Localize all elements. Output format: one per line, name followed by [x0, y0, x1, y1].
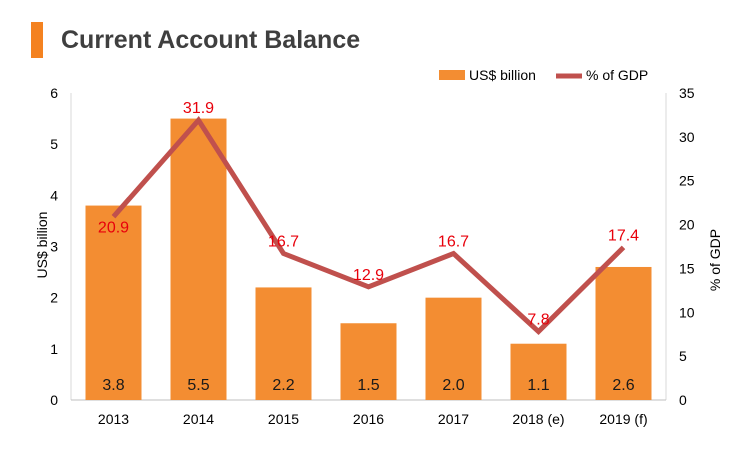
bar-value-label: 1.5 [357, 377, 379, 394]
axes: US$ billion % of GDP [34, 93, 723, 401]
title-accent-bar [31, 22, 43, 58]
bar [340, 323, 397, 400]
left-y-axis-title: US$ billion [34, 212, 50, 279]
left-y-tick-label: 0 [50, 392, 58, 408]
right-y-tick-label: 10 [679, 304, 695, 320]
x-tick-labels: 2013 2014 2015 2016 2017 2018 (e) 2019 (f) [98, 411, 648, 427]
chart-title: Current Account Balance [61, 26, 361, 54]
bar-series [85, 118, 652, 400]
bar-value-label: 2.2 [272, 377, 294, 394]
legend-bar-swatch [439, 70, 465, 80]
right-y-tick-label: 30 [679, 129, 695, 145]
bar [595, 266, 652, 400]
right-y-tick-label: 0 [679, 392, 687, 408]
bar-value-label: 3.8 [102, 377, 124, 394]
line-value-label: 17.4 [608, 227, 639, 244]
right-y-tick-label: 15 [679, 260, 695, 276]
bar [85, 205, 142, 400]
right-y-axis-title: % of GDP [707, 229, 723, 291]
bar [255, 287, 312, 400]
bar-value-label: 2.6 [612, 377, 634, 394]
bar [510, 343, 567, 400]
x-tick-label: 2013 [98, 411, 129, 427]
bar-value-label: 5.5 [187, 377, 209, 394]
bar [425, 297, 482, 400]
line-value-label: 16.7 [438, 234, 469, 251]
left-y-tick-label: 5 [50, 136, 58, 152]
x-tick-label: 2015 [268, 411, 299, 427]
legend-bar-label: US$ billion [469, 67, 536, 83]
legend: US$ billion % of GDP [439, 67, 648, 83]
left-y-tick-label: 6 [50, 85, 58, 101]
x-tick-label: 2018 (e) [512, 411, 564, 427]
bar-value-label: 1.1 [527, 377, 549, 394]
bar-value-label: 2.0 [442, 377, 464, 394]
line-value-label: 12.9 [353, 267, 384, 284]
legend-line-label: % of GDP [586, 67, 648, 83]
line-value-label: 7.8 [527, 312, 549, 329]
x-tick-label: 2016 [353, 411, 384, 427]
right-y-tick-label: 5 [679, 348, 687, 364]
line-series [111, 116, 626, 336]
right-y-tick-label: 20 [679, 217, 695, 233]
left-y-tick-label: 4 [50, 187, 58, 203]
left-y-tick-label: 1 [50, 341, 58, 357]
line-data-labels: 20.9 31.9 16.7 12.9 16.7 7.8 17.4 [98, 100, 639, 328]
line-value-label: 20.9 [98, 220, 129, 237]
x-tick-label: 2019 (f) [599, 411, 647, 427]
bar [170, 118, 227, 400]
x-tick-label: 2014 [183, 411, 214, 427]
x-tick-label: 2017 [438, 411, 469, 427]
left-y-tick-label: 2 [50, 290, 58, 306]
right-y-tick-label: 35 [679, 85, 695, 101]
left-y-ticks: 0 1 2 3 4 5 6 [50, 85, 58, 408]
line-value-label: 31.9 [183, 100, 214, 117]
left-y-tick-label: 3 [50, 239, 58, 255]
bar-data-labels: 3.8 5.5 2.2 1.5 2.0 1.1 2.6 [102, 377, 634, 394]
right-y-ticks: 0 5 10 15 20 25 30 35 [679, 85, 695, 408]
right-y-tick-label: 25 [679, 173, 695, 189]
line-value-label: 16.7 [268, 234, 299, 251]
gdp-percent-line [111, 116, 626, 336]
